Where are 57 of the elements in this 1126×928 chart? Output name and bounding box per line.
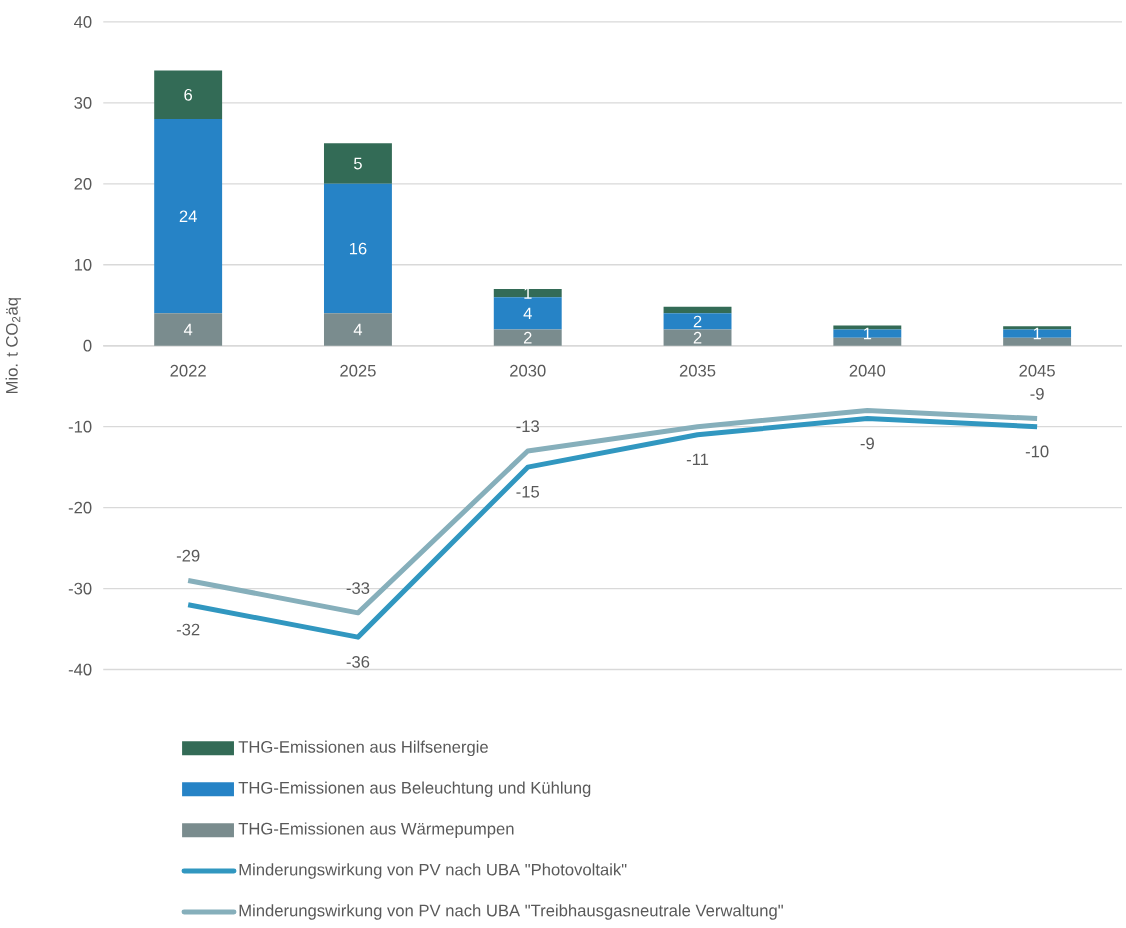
data-label: -9 (860, 437, 874, 450)
data-label: 5 (353, 157, 362, 170)
x-tick-label: 2025 (340, 364, 376, 377)
x-tick-label: 2035 (679, 364, 716, 377)
legend-label: Minderungswirkung von PV nach UBA "Treibhausgasneutrale Verwaltung" (239, 904, 783, 920)
y-tick-label: 30 (74, 97, 92, 109)
data-label: -32 (176, 623, 200, 636)
y-tick-label: 0 (83, 339, 92, 352)
y-tick-label: -40 (68, 663, 92, 676)
x-tick-label: 2022 (170, 364, 206, 377)
y-tick-label: -20 (68, 501, 92, 514)
data-label: -36 (346, 656, 370, 668)
data-label: -29 (176, 549, 200, 562)
y-tick-label: -30 (68, 582, 92, 595)
bar (1003, 329, 1072, 338)
bar (323, 313, 392, 346)
data-label: -13 (516, 420, 540, 433)
bar (833, 329, 902, 338)
y-tick-label: 10 (74, 258, 92, 271)
bar (154, 70, 223, 120)
bar (323, 143, 392, 184)
data-label: 6 (184, 88, 193, 101)
data-label: 24 (179, 210, 197, 223)
data-label: 4 (353, 323, 363, 336)
data-label: 1 (863, 327, 872, 340)
bar (154, 313, 223, 346)
bar (493, 289, 562, 298)
x-tick-label: 2045 (1019, 364, 1055, 377)
data-label: -10 (1025, 445, 1049, 458)
data-label: 2 (523, 331, 532, 344)
bar (663, 329, 732, 346)
bar (154, 119, 223, 314)
bar (493, 329, 562, 346)
bar (663, 313, 732, 330)
bar (663, 306, 732, 314)
x-tick-label: 2030 (510, 364, 546, 377)
data-label: 4 (183, 323, 193, 336)
y-tick-label: 40 (74, 16, 92, 28)
data-label: 1 (1033, 327, 1041, 340)
legend-label: Minderungswirkung von PV nach UBA "Photovoltaik" (239, 863, 627, 879)
bar (493, 297, 562, 330)
data-label: -9 (1030, 387, 1044, 400)
y-tick-label: -10 (68, 420, 92, 433)
data-label: 4 (523, 307, 532, 320)
legend-label: THG-Emissionen aus Beleuchtung und Kühlung (238, 781, 591, 798)
data-label: -11 (686, 453, 709, 466)
legend-label: THG-Emissionen aus Wärmepumpen (238, 822, 514, 838)
bar (323, 183, 392, 314)
data-label: 2 (693, 315, 702, 328)
y-axis-title: Mio. t CO$_{2}$äq (5, 298, 22, 394)
data-label: 2 (693, 331, 702, 344)
data-label: -15 (516, 486, 540, 498)
legend-label: THG-Emissionen aus Hilfsenergie (238, 740, 488, 757)
x-tick-label: 2040 (849, 364, 886, 377)
data-label: -33 (346, 582, 370, 594)
data-label: 16 (349, 242, 367, 255)
y-tick-label: 20 (74, 177, 92, 190)
